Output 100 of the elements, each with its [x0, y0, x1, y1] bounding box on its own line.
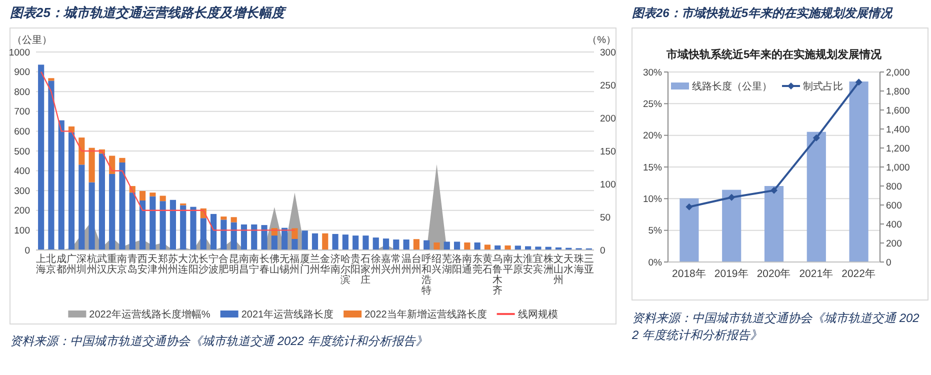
x-tick-label: 长沙 — [198, 253, 208, 276]
y-tick-label: 500 — [14, 146, 30, 158]
x-tick-label: 金华 — [320, 253, 330, 276]
x-tick-label: 文山州 — [553, 253, 564, 286]
bar — [88, 148, 95, 182]
bar — [764, 186, 784, 262]
x-tick-label: 淮安 — [523, 253, 534, 276]
x-tick-label: 东莞 — [472, 253, 482, 276]
bar — [474, 242, 480, 250]
y-tick-label: 20% — [642, 130, 663, 142]
chart-title: 图表25：城市轨道交通运营线路长度及增长幅度 — [10, 5, 288, 20]
bar — [48, 80, 54, 250]
bar — [302, 230, 308, 250]
x-tick-label: 南通 — [462, 253, 472, 276]
bar — [220, 216, 227, 220]
x-tick-label: 嘉兴 — [381, 253, 392, 276]
legend-label: 制式占比 — [803, 80, 843, 92]
x-tick-label: 沈阳 — [188, 253, 198, 276]
bar — [58, 120, 64, 250]
x-tick-label: 株洲 — [542, 253, 554, 276]
x-tick-label: 贵阳 — [350, 253, 361, 276]
bar — [220, 220, 227, 250]
bar — [48, 78, 54, 81]
x-tick-label: 2018年 — [672, 268, 706, 280]
bar — [292, 238, 298, 250]
y2-tick-label: 250 — [600, 80, 616, 92]
bar — [514, 246, 521, 250]
y-tick-label: 5% — [648, 226, 663, 237]
bar — [38, 64, 44, 250]
bar — [261, 225, 268, 250]
y-tick-label: 0 — [24, 245, 30, 256]
bar — [240, 224, 248, 250]
y-tick-label: 700 — [14, 106, 30, 118]
bar — [484, 244, 491, 250]
bar — [150, 196, 156, 250]
y2-tick-label: 150 — [600, 146, 616, 158]
bar — [129, 192, 136, 250]
x-tick-label: 成都 — [56, 253, 66, 276]
point — [855, 78, 862, 86]
x-tick-label: 2021年 — [799, 268, 834, 280]
x-tick-label: 佛山 — [269, 254, 280, 276]
x-tick-label: 南昌 — [238, 253, 249, 276]
x-tick-label: 北京 — [46, 253, 56, 276]
point — [728, 194, 736, 201]
legend-label: 线路长度（公里） — [692, 80, 772, 92]
y2-tick-label: 1,000 — [886, 162, 910, 174]
x-tick-label: 呼和浩特 — [422, 253, 432, 296]
y2-tick-label: 50 — [600, 212, 611, 224]
x-tick-label: 温州 — [401, 253, 412, 276]
bar — [210, 214, 217, 250]
x-tick-label: 济南 — [330, 253, 340, 276]
y2-tick-label: 1,200 — [886, 143, 910, 154]
bar — [109, 174, 116, 250]
legend-label: 2021年运营线路长度 — [241, 308, 334, 320]
x-tick-label: 长春 — [259, 253, 270, 276]
x-tick-label: 昆明 — [228, 254, 239, 276]
x-tick-label: 绍兴 — [432, 253, 442, 276]
bar — [180, 205, 186, 250]
bar — [434, 242, 440, 250]
x-tick-label: 宜宾 — [533, 253, 544, 276]
x-tick-label: 兰州 — [310, 253, 320, 276]
x-tick-label: 黄石 — [482, 253, 492, 276]
bar — [78, 138, 85, 165]
bar — [271, 236, 278, 250]
bar — [119, 158, 126, 162]
y2-tick-label: 1,400 — [886, 124, 910, 136]
x-tick-label: 天津 — [148, 254, 158, 276]
y-tick-label: 15% — [642, 162, 663, 174]
x-tick-label: 三亚 — [584, 254, 594, 276]
text: 资料来源：中国城市轨道交通协会《城市轨道交通 2022 年度统计和分析报告》 — [631, 311, 920, 342]
x-tick-label: 乌鲁木齐 — [492, 253, 503, 296]
x-tick-label: 南宁 — [249, 253, 260, 276]
x-tick-label: 南平 — [502, 253, 513, 276]
bar — [393, 240, 400, 250]
line-series — [40, 71, 296, 231]
y-tick-label: 200 — [14, 206, 30, 217]
bar — [382, 238, 390, 250]
bar — [322, 233, 328, 250]
x-tick-label: 石家庄 — [360, 254, 371, 286]
bar — [68, 132, 75, 250]
x-tick-label: 福州 — [290, 253, 300, 276]
bar — [139, 190, 146, 200]
y-tick-label: 400 — [14, 166, 30, 178]
y2-tick-label: 0 — [600, 245, 606, 256]
x-tick-label: 合肥 — [218, 253, 229, 276]
y-axis-title: （公里） — [12, 34, 52, 46]
chart-subtitle: 市域快轨系统近5年来的在实施规划发展情况 — [665, 48, 883, 61]
y2-tick-label: 800 — [886, 181, 902, 192]
point — [770, 186, 778, 194]
bar — [98, 154, 105, 250]
bar — [251, 224, 258, 250]
bar — [190, 206, 196, 250]
y2-tick-label: 0 — [886, 257, 892, 268]
y2-tick-label: 100 — [600, 179, 616, 190]
y2-tick-label: 1,600 — [886, 105, 910, 116]
y-tick-label: 900 — [14, 67, 30, 78]
bar — [150, 192, 156, 196]
x-tick-label: 南京 — [117, 253, 128, 276]
bar — [88, 182, 95, 250]
x-tick-label: 哈尔滨 — [340, 253, 350, 286]
